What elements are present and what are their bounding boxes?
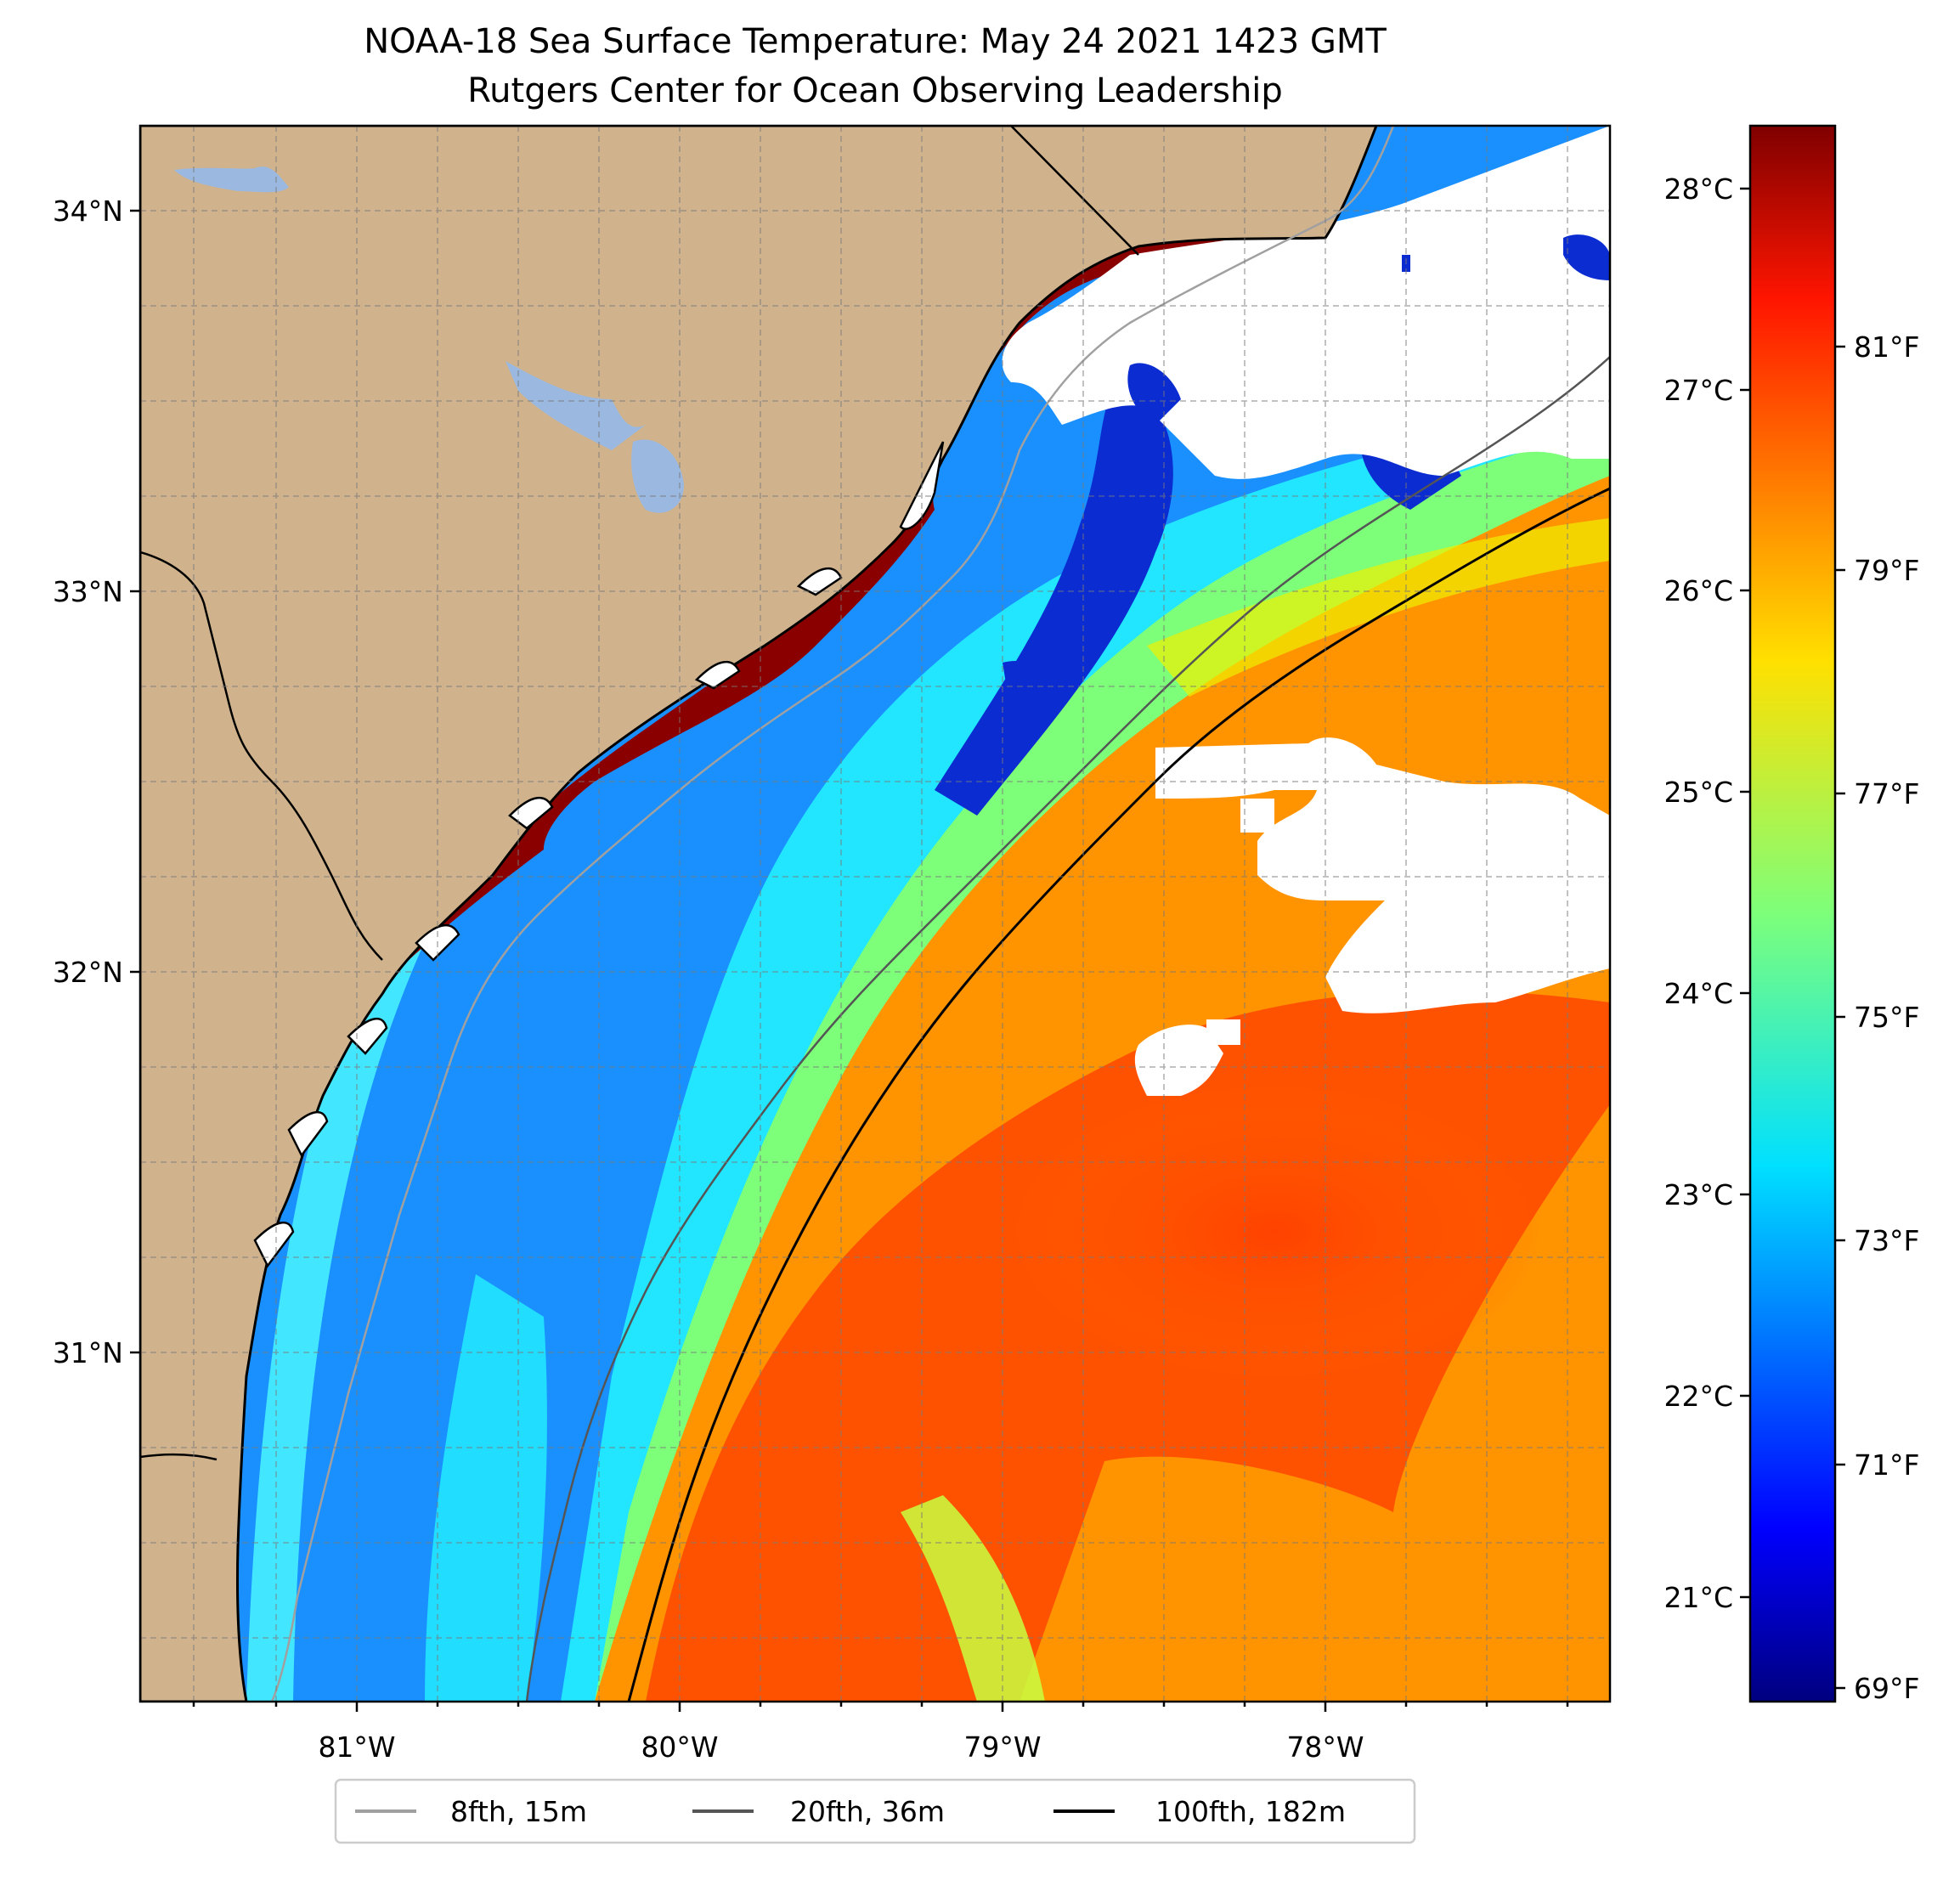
colorbar-fahrenheit-label: 71°F bbox=[1854, 1448, 1919, 1482]
colorbar-celsius-label: 21°C bbox=[1663, 1581, 1733, 1614]
lon-tick-label: 78°W bbox=[1286, 1730, 1364, 1764]
colorbar-celsius-label: 27°C bbox=[1663, 374, 1733, 407]
legend-label-20fth: 20fth, 36m bbox=[790, 1795, 945, 1828]
colorbar-celsius-label: 26°C bbox=[1663, 574, 1733, 607]
colorbar-fahrenheit-ticks bbox=[1835, 345, 1845, 1690]
lake-north bbox=[174, 167, 289, 193]
contour-100fth bbox=[627, 487, 1610, 1702]
contour-20fth bbox=[525, 356, 1610, 1702]
legend-label-8fth: 8fth, 15m bbox=[450, 1795, 587, 1828]
colorbar-fahrenheit-label: 81°F bbox=[1854, 330, 1919, 364]
lat-tick-label: 32°N bbox=[53, 956, 123, 989]
legend-label-100fth: 100fth, 182m bbox=[1155, 1795, 1346, 1828]
cloud-mask-small bbox=[1134, 799, 1274, 1096]
map-panel bbox=[140, 126, 1610, 1702]
colorbar-celsius-label: 25°C bbox=[1663, 776, 1733, 809]
coastal-sounds bbox=[253, 441, 945, 1268]
colorbar-celsius-label: 24°C bbox=[1663, 977, 1733, 1010]
cloud-mask-east bbox=[1155, 737, 1610, 1013]
state-border-nc-sc bbox=[1010, 126, 1139, 256]
warm-core-highlight bbox=[1003, 1079, 1546, 1385]
lat-axis bbox=[130, 209, 140, 1354]
colorbar-celsius-label: 28°C bbox=[1663, 172, 1733, 206]
gridlines bbox=[140, 126, 1610, 1702]
colorbar-fahrenheit-label: 77°F bbox=[1854, 777, 1919, 810]
lat-tick-label: 31°N bbox=[53, 1336, 123, 1369]
figure-title-line-2: Rutgers Center for Ocean Observing Leade… bbox=[467, 71, 1283, 110]
colorbar-fahrenheit-label: 75°F bbox=[1854, 1001, 1919, 1034]
colorbar-celsius-label: 23°C bbox=[1663, 1178, 1733, 1211]
state-border-sc-ga bbox=[140, 550, 383, 961]
colorbar bbox=[1748, 124, 1837, 1703]
land bbox=[140, 126, 1378, 1702]
dark-blue-patches bbox=[935, 374, 1461, 816]
lake-marion bbox=[506, 361, 646, 450]
cool-tongue bbox=[901, 1495, 1045, 1702]
map-frame bbox=[138, 124, 1612, 1703]
colorbar-celsius-label: 22°C bbox=[1663, 1380, 1733, 1413]
colorbar-fahrenheit-label: 79°F bbox=[1854, 554, 1919, 587]
lake-moultrie bbox=[631, 439, 684, 513]
figure-title-line-1: NOAA-18 Sea Surface Temperature: May 24 … bbox=[364, 22, 1387, 61]
colorbar-fahrenheit-label: 69°F bbox=[1854, 1672, 1919, 1705]
colorbar-fahrenheit-label: 73°F bbox=[1854, 1224, 1919, 1257]
midshelf-cyan-band bbox=[425, 1274, 547, 1702]
colorbar-celsius-ticks bbox=[1740, 187, 1750, 1599]
lat-tick-label: 34°N bbox=[53, 195, 123, 228]
state-border-ga-fl bbox=[140, 1453, 217, 1461]
lon-tick-label: 80°W bbox=[641, 1730, 718, 1764]
lon-tick-label: 81°W bbox=[318, 1730, 395, 1764]
lat-tick-label: 33°N bbox=[53, 575, 123, 608]
lon-tick-label: 79°W bbox=[963, 1730, 1041, 1764]
legend: 8fth, 15m 20fth, 36m 100fth, 182m bbox=[334, 1778, 1416, 1844]
offshore-yellow-band bbox=[1147, 518, 1610, 697]
lon-axis bbox=[192, 1702, 1569, 1712]
legend-box bbox=[334, 1778, 1416, 1844]
